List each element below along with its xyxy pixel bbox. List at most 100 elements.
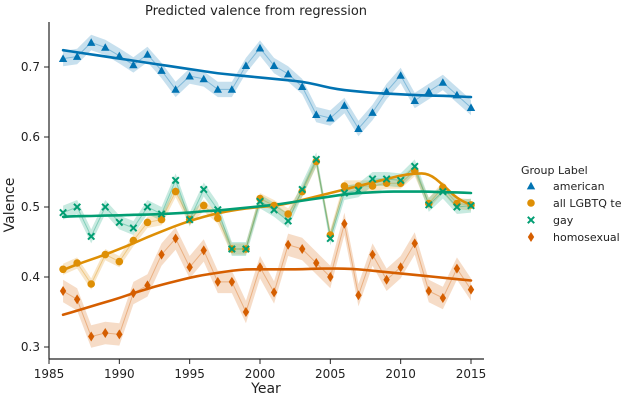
point-homosexual xyxy=(88,331,95,342)
point-gay xyxy=(227,245,236,253)
point-american xyxy=(382,87,391,95)
legend: Group Label american all LGBTQ terms gay ho… xyxy=(521,164,622,244)
point-gay xyxy=(213,205,222,214)
point-american xyxy=(410,96,419,104)
point-gay xyxy=(410,162,419,171)
point-homosexual xyxy=(158,249,165,260)
point-all-lgbtq-terms xyxy=(199,201,208,210)
point-homosexual xyxy=(73,294,81,305)
point-american xyxy=(58,54,68,62)
band-all-lgbtq-terms xyxy=(63,155,472,290)
point-homosexual xyxy=(214,276,221,287)
point-gay xyxy=(129,224,138,232)
x-tick-label: 1995 xyxy=(174,367,205,381)
y-tick-label: 0.4 xyxy=(21,270,40,284)
trend-lines xyxy=(61,48,473,317)
legend-title: Group Label xyxy=(521,164,588,177)
y-tick-label: 0.5 xyxy=(21,200,40,214)
y-tick-label: 0.7 xyxy=(21,60,40,74)
point-gay xyxy=(326,234,335,243)
point-gay xyxy=(382,175,391,183)
point-gay xyxy=(354,186,363,195)
band-gay xyxy=(63,152,472,256)
y-axis-label: Valence xyxy=(2,178,18,233)
point-all-lgbtq-terms xyxy=(157,215,166,224)
point-all-lgbtq-terms xyxy=(73,259,81,267)
point-homosexual xyxy=(200,245,207,256)
point-american xyxy=(227,85,237,93)
trend-line-gay xyxy=(61,190,473,219)
point-gay xyxy=(270,205,278,214)
point-all-lgbtq-terms xyxy=(284,210,292,218)
point-american xyxy=(87,38,96,46)
x-ticks: 1985 1990 1995 2000 2005 2010 2015 xyxy=(34,359,487,381)
point-american xyxy=(241,61,251,69)
point-homosexual xyxy=(383,274,390,285)
point-homosexual xyxy=(59,286,67,296)
point-american xyxy=(115,51,124,60)
point-homosexual xyxy=(144,280,151,291)
x-tick-label: 2005 xyxy=(315,367,346,381)
series-line-american xyxy=(62,41,472,130)
point-gay xyxy=(424,200,433,209)
point-gay xyxy=(157,210,166,218)
point-homosexual xyxy=(439,293,447,303)
point-gay xyxy=(199,185,208,194)
point-homosexual xyxy=(299,244,306,254)
point-homosexual xyxy=(341,218,348,229)
series-line-homosexual xyxy=(62,223,472,338)
trend-line-american xyxy=(61,48,473,99)
point-homosexual xyxy=(467,284,475,295)
legend-marker-gay xyxy=(527,216,535,224)
x-tick-label: 1985 xyxy=(34,367,65,381)
data-markers xyxy=(58,38,476,342)
legend-label-gay: gay xyxy=(553,214,574,227)
point-american xyxy=(213,85,222,93)
point-homosexual xyxy=(425,286,432,296)
point-homosexual xyxy=(102,328,109,338)
point-all-lgbtq-terms xyxy=(312,157,321,166)
confidence-bands xyxy=(62,34,472,348)
point-american xyxy=(340,101,349,109)
point-american xyxy=(466,103,476,111)
point-gay xyxy=(59,208,67,217)
band-american xyxy=(63,34,472,137)
point-all-lgbtq-terms xyxy=(115,257,124,266)
point-all-lgbtq-terms xyxy=(143,218,152,227)
point-homosexual xyxy=(327,272,334,282)
legend-label-all-lgbtq-terms: all LGBTQ terms xyxy=(553,197,622,210)
point-homosexual xyxy=(355,290,362,301)
point-homosexual xyxy=(186,262,193,273)
point-american xyxy=(298,82,307,90)
point-homosexual xyxy=(369,249,376,260)
point-homosexual xyxy=(172,233,179,244)
point-american xyxy=(424,87,433,95)
point-homosexual xyxy=(411,238,418,249)
legend-label-american: american xyxy=(553,180,605,193)
point-all-lgbtq-terms xyxy=(214,214,222,222)
point-gay xyxy=(101,203,110,211)
point-gay xyxy=(171,176,180,185)
point-all-lgbtq-terms xyxy=(340,182,349,190)
point-all-lgbtq-terms xyxy=(129,236,138,245)
point-american xyxy=(396,71,405,79)
x-axis-label: Year xyxy=(250,381,281,397)
point-homosexual xyxy=(284,239,292,250)
x-tick-label: 2015 xyxy=(456,367,487,381)
point-homosexual xyxy=(270,287,278,298)
legend-label-homosexual: homosexual xyxy=(553,231,620,244)
band-homosexual xyxy=(63,212,472,348)
point-gay xyxy=(312,155,321,164)
legend-marker-homosexual xyxy=(527,232,535,242)
x-tick-label: 2010 xyxy=(385,367,416,381)
point-american xyxy=(354,124,363,132)
point-homosexual xyxy=(242,307,250,317)
point-american xyxy=(143,50,152,58)
point-all-lgbtq-terms xyxy=(59,265,67,274)
point-homosexual xyxy=(397,262,404,273)
point-american xyxy=(368,108,377,116)
trend-line-homosexual xyxy=(61,267,473,317)
point-gay xyxy=(143,203,152,211)
point-homosexual xyxy=(313,258,320,268)
